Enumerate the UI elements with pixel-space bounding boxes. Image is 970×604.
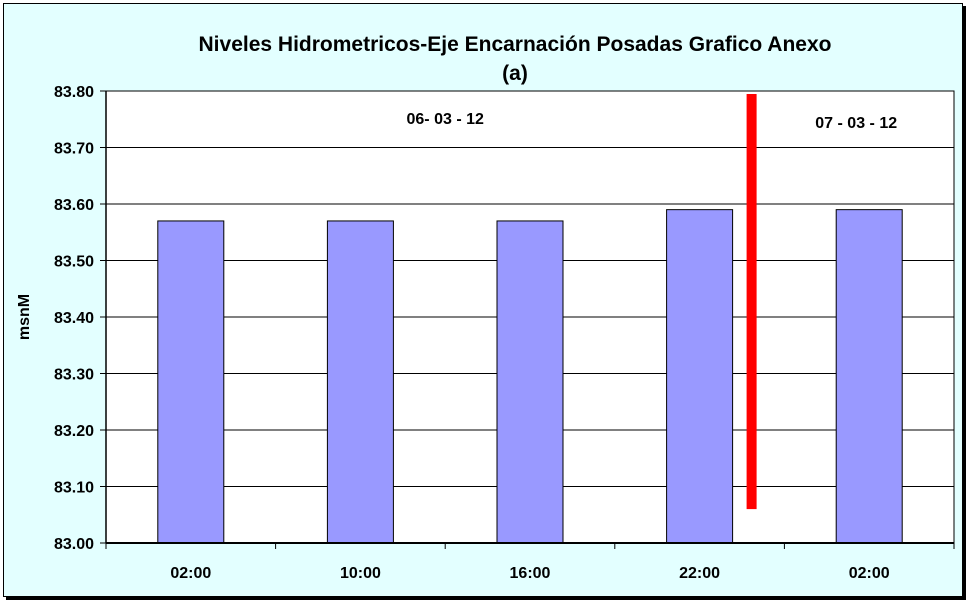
chart-frame: Niveles Hidrometricos-Eje Encarnación Po… [3,3,963,597]
date-divider-line [746,94,757,510]
y-tick-label: 83.00 [54,536,94,553]
y-axis-label: msnM [16,294,33,340]
chart-svg: Niveles Hidrometricos-Eje Encarnación Po… [16,33,955,582]
bar [835,209,903,544]
x-tick-label: 16:00 [510,565,551,582]
chart-title: Niveles Hidrometricos-Eje Encarnación Po… [199,33,832,56]
y-tick-label: 83.40 [54,310,94,327]
chart-subtitle: (a) [502,62,528,85]
x-axis-ticks: 02:00 10:00 16:00 22:00 02:00 [105,543,955,582]
y-axis-ticks: 83.00 83.10 83.20 83.30 83.40 83.50 83.60 83.70… [54,84,106,553]
bar [157,220,225,544]
y-tick-label: 83.60 [54,197,94,214]
y-tick-label: 83.20 [54,423,94,440]
bar [496,220,564,544]
y-tick-label: 83.70 [54,141,94,158]
annotation-date-1: 06- 03 - 12 [407,111,484,128]
x-tick-label: 22:00 [679,565,720,582]
x-tick-label: 02:00 [849,565,890,582]
bars [157,209,903,544]
y-tick-label: 83.50 [54,254,94,271]
bar [666,209,734,544]
y-tick-label: 83.80 [54,84,94,101]
annotation-date-2: 07 - 03 - 12 [815,115,897,132]
x-tick-label: 10:00 [340,565,381,582]
y-tick-label: 83.10 [54,480,94,497]
x-tick-label: 02:00 [170,565,211,582]
bar [326,220,394,544]
y-tick-label: 83.30 [54,367,94,384]
